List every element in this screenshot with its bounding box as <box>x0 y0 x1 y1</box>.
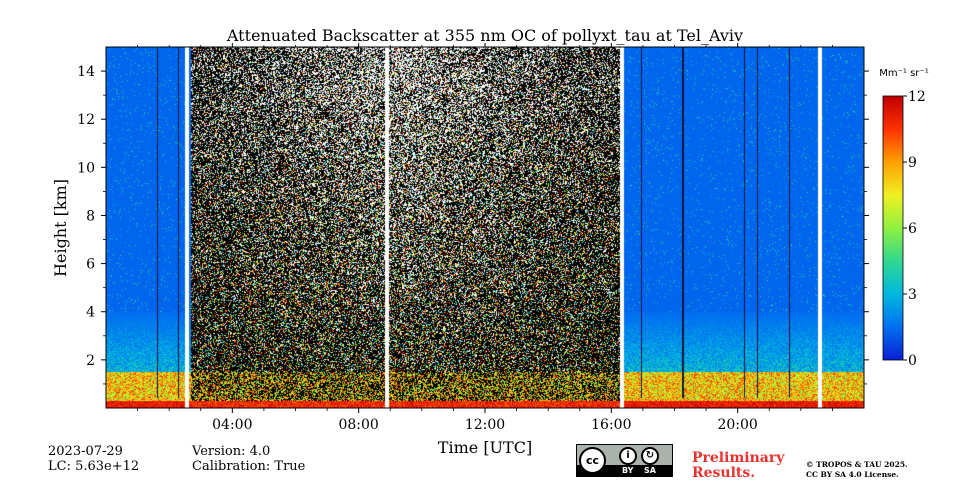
footer-calibration: Calibration: True <box>192 459 306 474</box>
y-tick-label: 8 <box>86 208 95 224</box>
colorbar-unit-label: Mm⁻¹ sr⁻¹ <box>879 68 928 79</box>
license-line2: CC BY SA 4.0 License. <box>806 470 899 479</box>
colorbar-tick-label: 0 <box>908 353 917 369</box>
x-tick-label: 04:00 <box>212 417 252 433</box>
y-tick-label: 14 <box>77 64 95 80</box>
footer-lidar-constant: LC: 5.63e+12 <box>48 459 140 474</box>
colorbar <box>882 95 904 361</box>
y-tick-label: 10 <box>77 160 95 176</box>
y-tick-label: 2 <box>86 353 95 369</box>
y-tick-label: 12 <box>77 112 95 128</box>
footer-date: 2023-07-29 <box>48 444 123 459</box>
cc-icon: cc <box>579 447 606 474</box>
footer-version: Version: 4.0 <box>192 444 271 459</box>
preliminary-notice-line2: Results. <box>692 465 756 481</box>
x-axis-label: Time [UTC] <box>438 438 532 457</box>
colorbar-tick-label: 6 <box>908 221 917 237</box>
chart-title: Attenuated Backscatter at 355 nm OC of p… <box>226 26 743 45</box>
preliminary-notice-line1: Preliminary <box>692 450 785 466</box>
share-alike-icon: ↻ <box>641 447 659 465</box>
x-tick-label: 12:00 <box>465 417 505 433</box>
colorbar-tick-label: 3 <box>908 287 917 303</box>
backscatter-heatmap <box>106 47 864 408</box>
colorbar-tick-label: 9 <box>908 155 917 171</box>
x-axis-ticks: 04:00 08:00 12:00 16:00 20:00 <box>137 43 833 433</box>
badge-by-label: BY <box>622 466 634 475</box>
x-tick-label: 08:00 <box>338 417 378 433</box>
colorbar-ticks: 0 3 6 9 12 <box>903 89 926 369</box>
y-tick-label: 6 <box>86 257 95 273</box>
x-tick-label: 20:00 <box>717 417 757 433</box>
badge-strip <box>577 465 672 476</box>
x-tick-label: 16:00 <box>591 417 631 433</box>
colorbar-tick-label: 12 <box>908 89 926 105</box>
cc-by-sa-badge: cc i ↻ BY SA <box>576 444 673 477</box>
attribution-icon: i <box>619 447 637 465</box>
y-tick-label: 4 <box>86 305 95 321</box>
badge-sa-label: SA <box>644 466 656 475</box>
license-line1: © TROPOS & TAU 2025. <box>806 460 908 469</box>
y-axis-ticks: 2 4 6 8 10 12 14 <box>77 64 869 385</box>
y-axis-label: Height [km] <box>51 179 70 277</box>
